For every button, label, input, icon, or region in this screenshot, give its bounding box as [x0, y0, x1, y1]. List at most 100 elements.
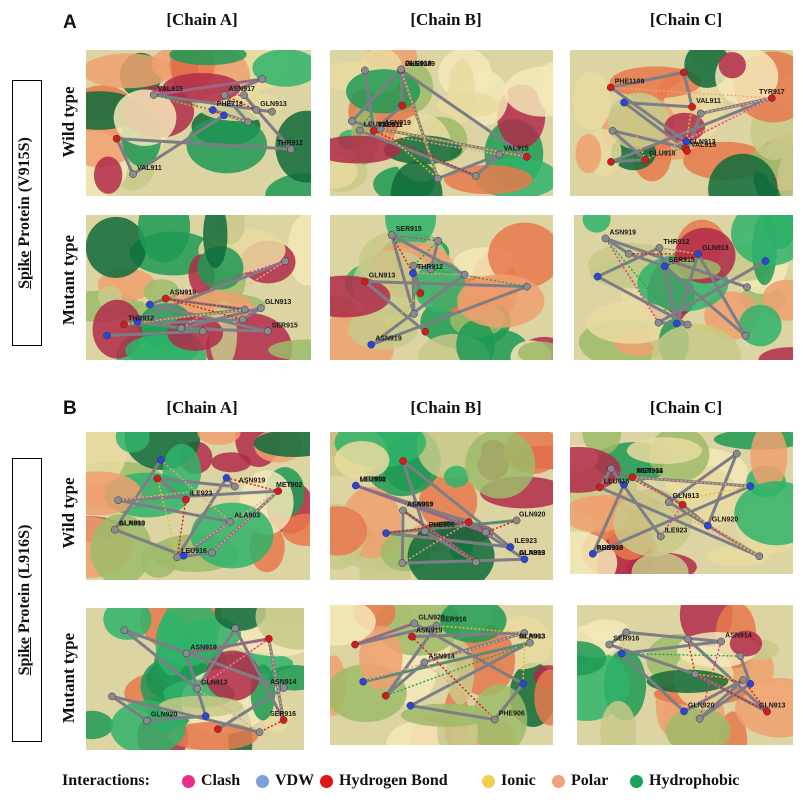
panel-a-chain-b-header: [Chain B]: [410, 10, 482, 29]
residue-label: THR912: [277, 140, 303, 147]
panel-b-side-label: Spike Protein (L916S): [16, 459, 36, 741]
panel-b-mutant-chain-b-image: ALA903 PHE906 GLN920 SER916 ASN914 ASN919 GLN9…: [330, 605, 553, 745]
panel-a-mutant-chain-b-image-svg: GLN913 ASN919 SER915 THR912: [330, 215, 553, 360]
residue-label: THR912: [128, 315, 154, 322]
residue-label: ASN919: [597, 545, 624, 552]
residue-label: MET902: [276, 482, 303, 489]
legend-item-polar: Polar: [552, 772, 608, 790]
legend-swatch-hydrogen-bond: [320, 774, 333, 788]
panel-letter-b: B: [63, 398, 77, 419]
residue-label: PHE1089: [405, 61, 435, 68]
panel-a-mutant-chain-c-image-svg: ASN919 SER915 GLN913 THR912: [574, 215, 793, 360]
panel-a-mutant-chain-a-image-svg: THR912 GLN913 SER915 ASN919: [86, 215, 311, 360]
legend-swatch-polar: [552, 774, 565, 788]
residue-label: SER916: [613, 636, 639, 643]
panel-a-wild-chain-a-image-svg: VAL911 THR912 GLN913 VAL915 ASN917 PHE718: [86, 50, 311, 196]
residue-label: GLN920: [688, 702, 715, 709]
residue-label: GLN913: [759, 703, 786, 710]
legend-label-hydrophobic: Hydrophobic: [649, 772, 740, 789]
legend-item-ionic: Ionic: [482, 772, 536, 790]
panel-a-side-label: Spike Protein (V915S): [16, 81, 36, 345]
residue-label: TYR917: [378, 122, 404, 129]
residue-label: LEU916: [604, 478, 630, 485]
residue-label: LEU916: [360, 477, 386, 484]
residue-label: GLN913: [702, 245, 729, 252]
panel-b-mutant-chain-a-image-svg: ASN914 GLN913 SER916 ASN919 GLN920: [86, 608, 304, 750]
residue-label: GLN913: [265, 299, 292, 306]
residue-label: GLN920: [151, 712, 178, 719]
residue-label: GLN920: [519, 511, 546, 518]
residue-label: ASN914: [637, 468, 664, 475]
panel-a-wild-chain-b-image-svg: TYR917 GLN913 ASN919 GLU918 VAL915 LEU912VAL9…: [330, 50, 553, 196]
panel-a-side-label-rest: Protein (V915S): [16, 137, 33, 251]
legend-swatch-hydrophobic: [630, 774, 643, 788]
panel-b-side-label-prefix: Spike: [16, 637, 33, 676]
legend-item-clash: Clash: [182, 772, 240, 790]
residue-label: PHE906: [597, 545, 623, 552]
panel-b-wild-chain-a-image-svg: GLN913 ALA903 MET902 LEU916 ASN919 ILE923 ALA8…: [86, 432, 310, 580]
panel-letter-a: A: [63, 12, 77, 33]
panel-b-row-mutant-label: Mutant type: [59, 632, 78, 724]
legend-label-clash: Clash: [201, 772, 241, 789]
legend-item-vdw: VDW: [256, 772, 314, 790]
panel-a-wild-chain-c-image: PHE1109 VAL911 GLN913 GLU918 TYR917 VAL915: [570, 50, 793, 196]
residue-label: GLN913: [689, 139, 716, 146]
residue-label: ASN919: [190, 644, 217, 651]
residue-label: MET902: [360, 477, 387, 484]
panel-a-wild-chain-a-image: VAL911 THR912 GLN913 VAL915 ASN917 PHE718: [86, 50, 311, 196]
residue-label: ILE923: [665, 527, 688, 534]
residue-label: GLN913: [260, 101, 287, 108]
residue-label: GLN913: [519, 550, 546, 557]
residue-label: VAL911: [696, 98, 721, 105]
residue-label: ASN919: [416, 628, 443, 635]
panel-b-side-label-rest: Protein (L916S): [16, 524, 33, 638]
legend-label-ionic: Ionic: [501, 772, 536, 789]
legend-label-vdw: VDW: [275, 772, 315, 789]
panel-a-wild-chain-b-image: TYR917 GLN913 ASN919 GLU918 VAL915 LEU912 VAL9…: [330, 50, 553, 196]
residue-label: GLN913: [369, 272, 396, 279]
residue-label: VAL915: [691, 142, 716, 149]
panel-a-mutant-chain-b-image: GLN913 ASN919 SER915 THR912: [330, 215, 553, 360]
residue-label: SER916: [441, 617, 467, 624]
residue-label: PHE1109: [615, 79, 645, 86]
residue-label: SER915: [272, 322, 298, 329]
residue-label: ASN919: [239, 478, 266, 485]
residue-label: ASN919: [375, 336, 402, 343]
panel-a-wild-chain-c-image-svg: PHE1109 VAL911 GLN913 GLU918 TYR917 VAL915: [570, 50, 793, 196]
residue-label: ASN919: [384, 120, 411, 127]
panel-a-side-box: [12, 80, 42, 346]
residue-label: SER915: [396, 226, 422, 233]
residue-label: ASN919: [407, 501, 434, 508]
residue-label: GLN913: [673, 493, 700, 500]
residue-label: LEU916: [181, 548, 207, 555]
residue-label: GLN920: [418, 614, 445, 621]
legend-swatch-clash: [182, 774, 195, 788]
residue-label: ALA903: [234, 513, 260, 520]
residue-label: GLN913: [201, 680, 228, 687]
residue-label: ILE923: [514, 538, 537, 545]
residue-label: THR912: [663, 239, 689, 246]
panel-b-wild-chain-c-image: ASN919 ASN914 GLN920 GLN913 LEU916 ILE923 PHE9…: [570, 432, 793, 574]
legend-label-hydrogen-bond: Hydrogen Bond: [339, 772, 448, 789]
residue-label: ALA903: [519, 634, 545, 641]
residue-label: PHE906: [499, 711, 525, 718]
panel-b-chain-a-header: [Chain A]: [166, 398, 238, 417]
legend-title: Interactions:: [62, 772, 150, 789]
residue-label: ILE923: [190, 491, 213, 498]
residue-label: ASN919: [170, 290, 197, 297]
residue-label: ASN919: [610, 229, 637, 236]
legend-item-hydrophobic: Hydrophobic: [630, 772, 739, 790]
residue-label: ASN914: [725, 632, 752, 639]
residue-label: GLN913: [519, 634, 546, 641]
panel-b-mutant-chain-a-image: ASN914 GLN913 SER916 ASN919 GLN920: [86, 608, 304, 750]
residue-label: ASN914: [428, 653, 455, 660]
residue-label: ALA899: [519, 550, 545, 557]
panel-b-wild-chain-a-image: GLN913 ALA903 MET902 LEU916 ASN919 ILE923 ALA8…: [86, 432, 310, 580]
panel-b-wild-chain-c-image-svg: ASN919 ASN914 GLN920 GLN913 LEU916 ILE923 PHE9…: [570, 432, 793, 574]
panel-b-chain-b-header: [Chain B]: [410, 398, 482, 417]
residue-label: PHE718: [217, 101, 243, 108]
residue-label: ASN914: [270, 679, 297, 686]
legend-swatch-ionic: [482, 774, 495, 788]
panel-b-wild-chain-b-image-svg: MET902 ALA899 ALA903 PHE906 ILE923 GLN920 LEU9…: [330, 432, 553, 580]
